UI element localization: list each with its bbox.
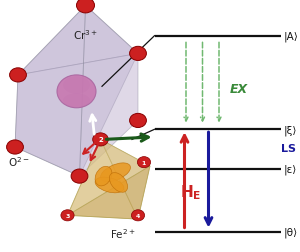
Polygon shape xyxy=(68,140,138,219)
Polygon shape xyxy=(18,6,138,76)
Text: Cr$^{3+}$: Cr$^{3+}$ xyxy=(73,28,98,42)
Polygon shape xyxy=(15,6,86,176)
Text: EX: EX xyxy=(230,83,247,96)
Circle shape xyxy=(71,169,88,183)
Text: $\mathbf{H}_\mathbf{E}$: $\mathbf{H}_\mathbf{E}$ xyxy=(180,182,201,201)
Ellipse shape xyxy=(63,94,90,108)
Text: 3: 3 xyxy=(65,213,70,218)
Text: |θ⟩: |θ⟩ xyxy=(284,227,298,237)
Text: 2: 2 xyxy=(98,137,103,143)
Circle shape xyxy=(57,76,96,108)
Ellipse shape xyxy=(110,173,128,193)
Text: Fe$^{2+}$: Fe$^{2+}$ xyxy=(110,227,136,241)
Ellipse shape xyxy=(100,163,130,182)
Text: O$^{2-}$: O$^{2-}$ xyxy=(8,154,29,168)
Text: LS: LS xyxy=(280,144,296,154)
Circle shape xyxy=(93,133,108,146)
Circle shape xyxy=(10,69,26,83)
Polygon shape xyxy=(15,54,138,176)
Polygon shape xyxy=(68,166,150,219)
Text: |ξ⟩: |ξ⟩ xyxy=(284,124,297,135)
Ellipse shape xyxy=(63,77,90,94)
Circle shape xyxy=(61,210,74,221)
Polygon shape xyxy=(80,6,138,176)
Ellipse shape xyxy=(95,177,124,193)
Text: 1: 1 xyxy=(142,160,146,165)
Ellipse shape xyxy=(95,167,112,186)
Circle shape xyxy=(130,114,146,128)
Circle shape xyxy=(7,140,23,154)
Text: 4: 4 xyxy=(136,213,140,218)
Circle shape xyxy=(137,157,151,168)
Circle shape xyxy=(130,47,146,61)
Circle shape xyxy=(76,0,94,14)
Text: |ε⟩: |ε⟩ xyxy=(284,164,297,174)
Text: |A⟩: |A⟩ xyxy=(284,31,298,42)
Polygon shape xyxy=(68,140,150,215)
Circle shape xyxy=(131,210,145,221)
Polygon shape xyxy=(100,140,150,219)
